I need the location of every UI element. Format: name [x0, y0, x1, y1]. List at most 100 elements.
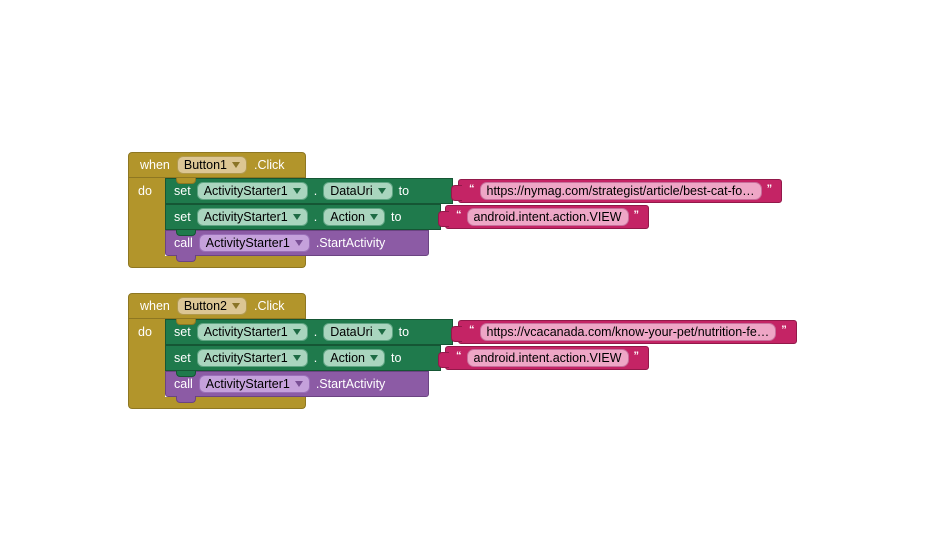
dropdown-arrow-icon [369, 355, 378, 361]
set-action-block[interactable]: set ActivityStarter1 . Action to [165, 204, 441, 230]
string-block-action[interactable]: “ android.intent.action.VIEW ” [438, 346, 649, 370]
string-value: android.intent.action.VIEW [473, 351, 622, 365]
string-block-datauri[interactable]: “ https://vcacanada.com/know-your-pet/nu… [451, 320, 797, 344]
event-name-label: .Click [253, 299, 285, 313]
call-startactivity-block[interactable]: call ActivityStarter1 .StartActivity [165, 230, 429, 262]
dot-label: . [313, 184, 318, 198]
close-quote: ” [766, 183, 773, 195]
call-label: call [174, 377, 193, 391]
connector-bump [176, 255, 196, 262]
do-slot: do [128, 319, 165, 397]
when-block-header[interactable]: when Button1 .Click [128, 152, 306, 178]
close-quote: ” [633, 209, 640, 221]
dropdown-arrow-icon [294, 381, 303, 387]
connector-tab [438, 352, 449, 368]
open-quote: “ [469, 324, 475, 336]
connector-notch [176, 230, 196, 236]
connector-notch [176, 371, 196, 377]
dropdown-arrow-icon [292, 329, 301, 335]
component-dropdown-label: Button1 [183, 158, 227, 172]
set-datauri-block[interactable]: set ActivityStarter1 . DataUri to [165, 178, 453, 204]
dot-label: . [313, 351, 318, 365]
set-datauri-block[interactable]: set ActivityStarter1 . DataUri to [165, 319, 453, 345]
dropdown-arrow-icon [377, 329, 386, 335]
event-block-button1-click[interactable]: when Button1 .Click do set ActivityStart… [128, 152, 828, 270]
dropdown-arrow-icon [377, 188, 386, 194]
when-block-header[interactable]: when Button2 .Click [128, 293, 306, 319]
property-dropdown[interactable]: DataUri [323, 182, 393, 200]
do-slot: do [128, 178, 165, 256]
dot-label: . [313, 325, 318, 339]
component-dropdown[interactable]: ActivityStarter1 [196, 208, 308, 226]
component-dropdown[interactable]: Button1 [176, 156, 247, 174]
dropdown-arrow-icon [292, 188, 301, 194]
string-value-pill[interactable]: android.intent.action.VIEW [466, 208, 629, 226]
dropdown-arrow-icon [369, 214, 378, 220]
string-value-pill[interactable]: https://vcacanada.com/know-your-pet/nutr… [479, 323, 777, 341]
property-dropdown-label: DataUri [330, 184, 373, 198]
open-quote: “ [469, 183, 475, 195]
property-dropdown[interactable]: Action [323, 208, 385, 226]
set-action-block[interactable]: set ActivityStarter1 . Action to [165, 345, 441, 371]
event-name-label: .Click [253, 158, 285, 172]
component-dropdown-label: ActivityStarter1 [205, 236, 290, 250]
connector-tab [451, 185, 462, 201]
string-value: https://vcacanada.com/know-your-pet/nutr… [486, 325, 770, 339]
set-label: set [174, 351, 191, 365]
component-dropdown[interactable]: ActivityStarter1 [196, 323, 308, 341]
string-value-pill[interactable]: https://nymag.com/strategist/article/bes… [479, 182, 762, 200]
component-dropdown-label: ActivityStarter1 [205, 377, 290, 391]
set-label: set [174, 210, 191, 224]
string-value-pill[interactable]: android.intent.action.VIEW [466, 349, 629, 367]
string-value: android.intent.action.VIEW [473, 210, 622, 224]
set-label: set [174, 184, 191, 198]
when-block-bottom-bar [128, 397, 306, 409]
property-dropdown[interactable]: Action [323, 349, 385, 367]
connector-notch [176, 178, 196, 184]
property-dropdown-label: Action [330, 210, 365, 224]
method-label: .StartActivity [315, 377, 386, 391]
open-quote: “ [456, 350, 462, 362]
property-dropdown-label: DataUri [330, 325, 373, 339]
string-block-datauri[interactable]: “ https://nymag.com/strategist/article/b… [451, 179, 783, 203]
property-dropdown[interactable]: DataUri [323, 323, 393, 341]
component-dropdown[interactable]: ActivityStarter1 [196, 182, 308, 200]
set-label: set [174, 325, 191, 339]
dropdown-arrow-icon [292, 355, 301, 361]
when-label: when [140, 299, 170, 313]
connector-notch [176, 319, 196, 325]
dropdown-arrow-icon [231, 303, 240, 309]
component-dropdown-label: ActivityStarter1 [203, 210, 288, 224]
when-label: when [140, 158, 170, 172]
when-block-bottom-bar [128, 256, 306, 268]
to-label: to [390, 210, 402, 224]
dropdown-arrow-icon [292, 214, 301, 220]
call-label: call [174, 236, 193, 250]
call-startactivity-block[interactable]: call ActivityStarter1 .StartActivity [165, 371, 429, 403]
to-label: to [398, 184, 410, 198]
open-quote: “ [456, 209, 462, 221]
connector-tab [438, 211, 449, 227]
component-dropdown[interactable]: ActivityStarter1 [198, 234, 310, 252]
string-value: https://nymag.com/strategist/article/bes… [486, 184, 755, 198]
component-dropdown-label: ActivityStarter1 [203, 351, 288, 365]
property-dropdown-label: Action [330, 351, 365, 365]
to-label: to [390, 351, 402, 365]
close-quote: ” [633, 350, 640, 362]
dot-label: . [313, 210, 318, 224]
connector-bump [176, 396, 196, 403]
close-quote: ” [781, 324, 787, 336]
component-dropdown-label: ActivityStarter1 [203, 184, 288, 198]
string-block-action[interactable]: “ android.intent.action.VIEW ” [438, 205, 649, 229]
event-block-button2-click[interactable]: when Button2 .Click do set ActivityStart… [128, 293, 828, 411]
method-label: .StartActivity [315, 236, 386, 250]
connector-tab [451, 326, 462, 342]
component-dropdown[interactable]: Button2 [176, 297, 247, 315]
dropdown-arrow-icon [231, 162, 240, 168]
component-dropdown-label: ActivityStarter1 [203, 325, 288, 339]
do-label: do [138, 184, 152, 198]
component-dropdown[interactable]: ActivityStarter1 [198, 375, 310, 393]
to-label: to [398, 325, 410, 339]
component-dropdown[interactable]: ActivityStarter1 [196, 349, 308, 367]
